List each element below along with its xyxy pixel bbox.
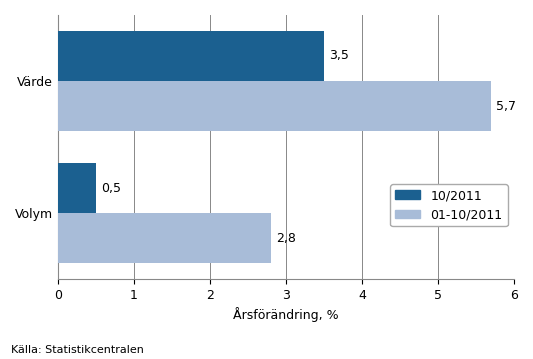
Bar bbox=[58, 213, 271, 264]
Bar bbox=[58, 31, 324, 81]
Bar bbox=[58, 163, 96, 213]
Legend: 10/2011, 01-10/2011: 10/2011, 01-10/2011 bbox=[391, 184, 507, 227]
Text: 5,7: 5,7 bbox=[496, 100, 516, 113]
Text: 3,5: 3,5 bbox=[329, 50, 349, 62]
Text: 2,8: 2,8 bbox=[276, 232, 296, 245]
Bar bbox=[58, 81, 491, 131]
Text: Källa: Statistikcentralen: Källa: Statistikcentralen bbox=[11, 345, 143, 355]
X-axis label: Årsförändring, %: Årsförändring, % bbox=[233, 308, 339, 322]
Text: 0,5: 0,5 bbox=[101, 182, 122, 195]
